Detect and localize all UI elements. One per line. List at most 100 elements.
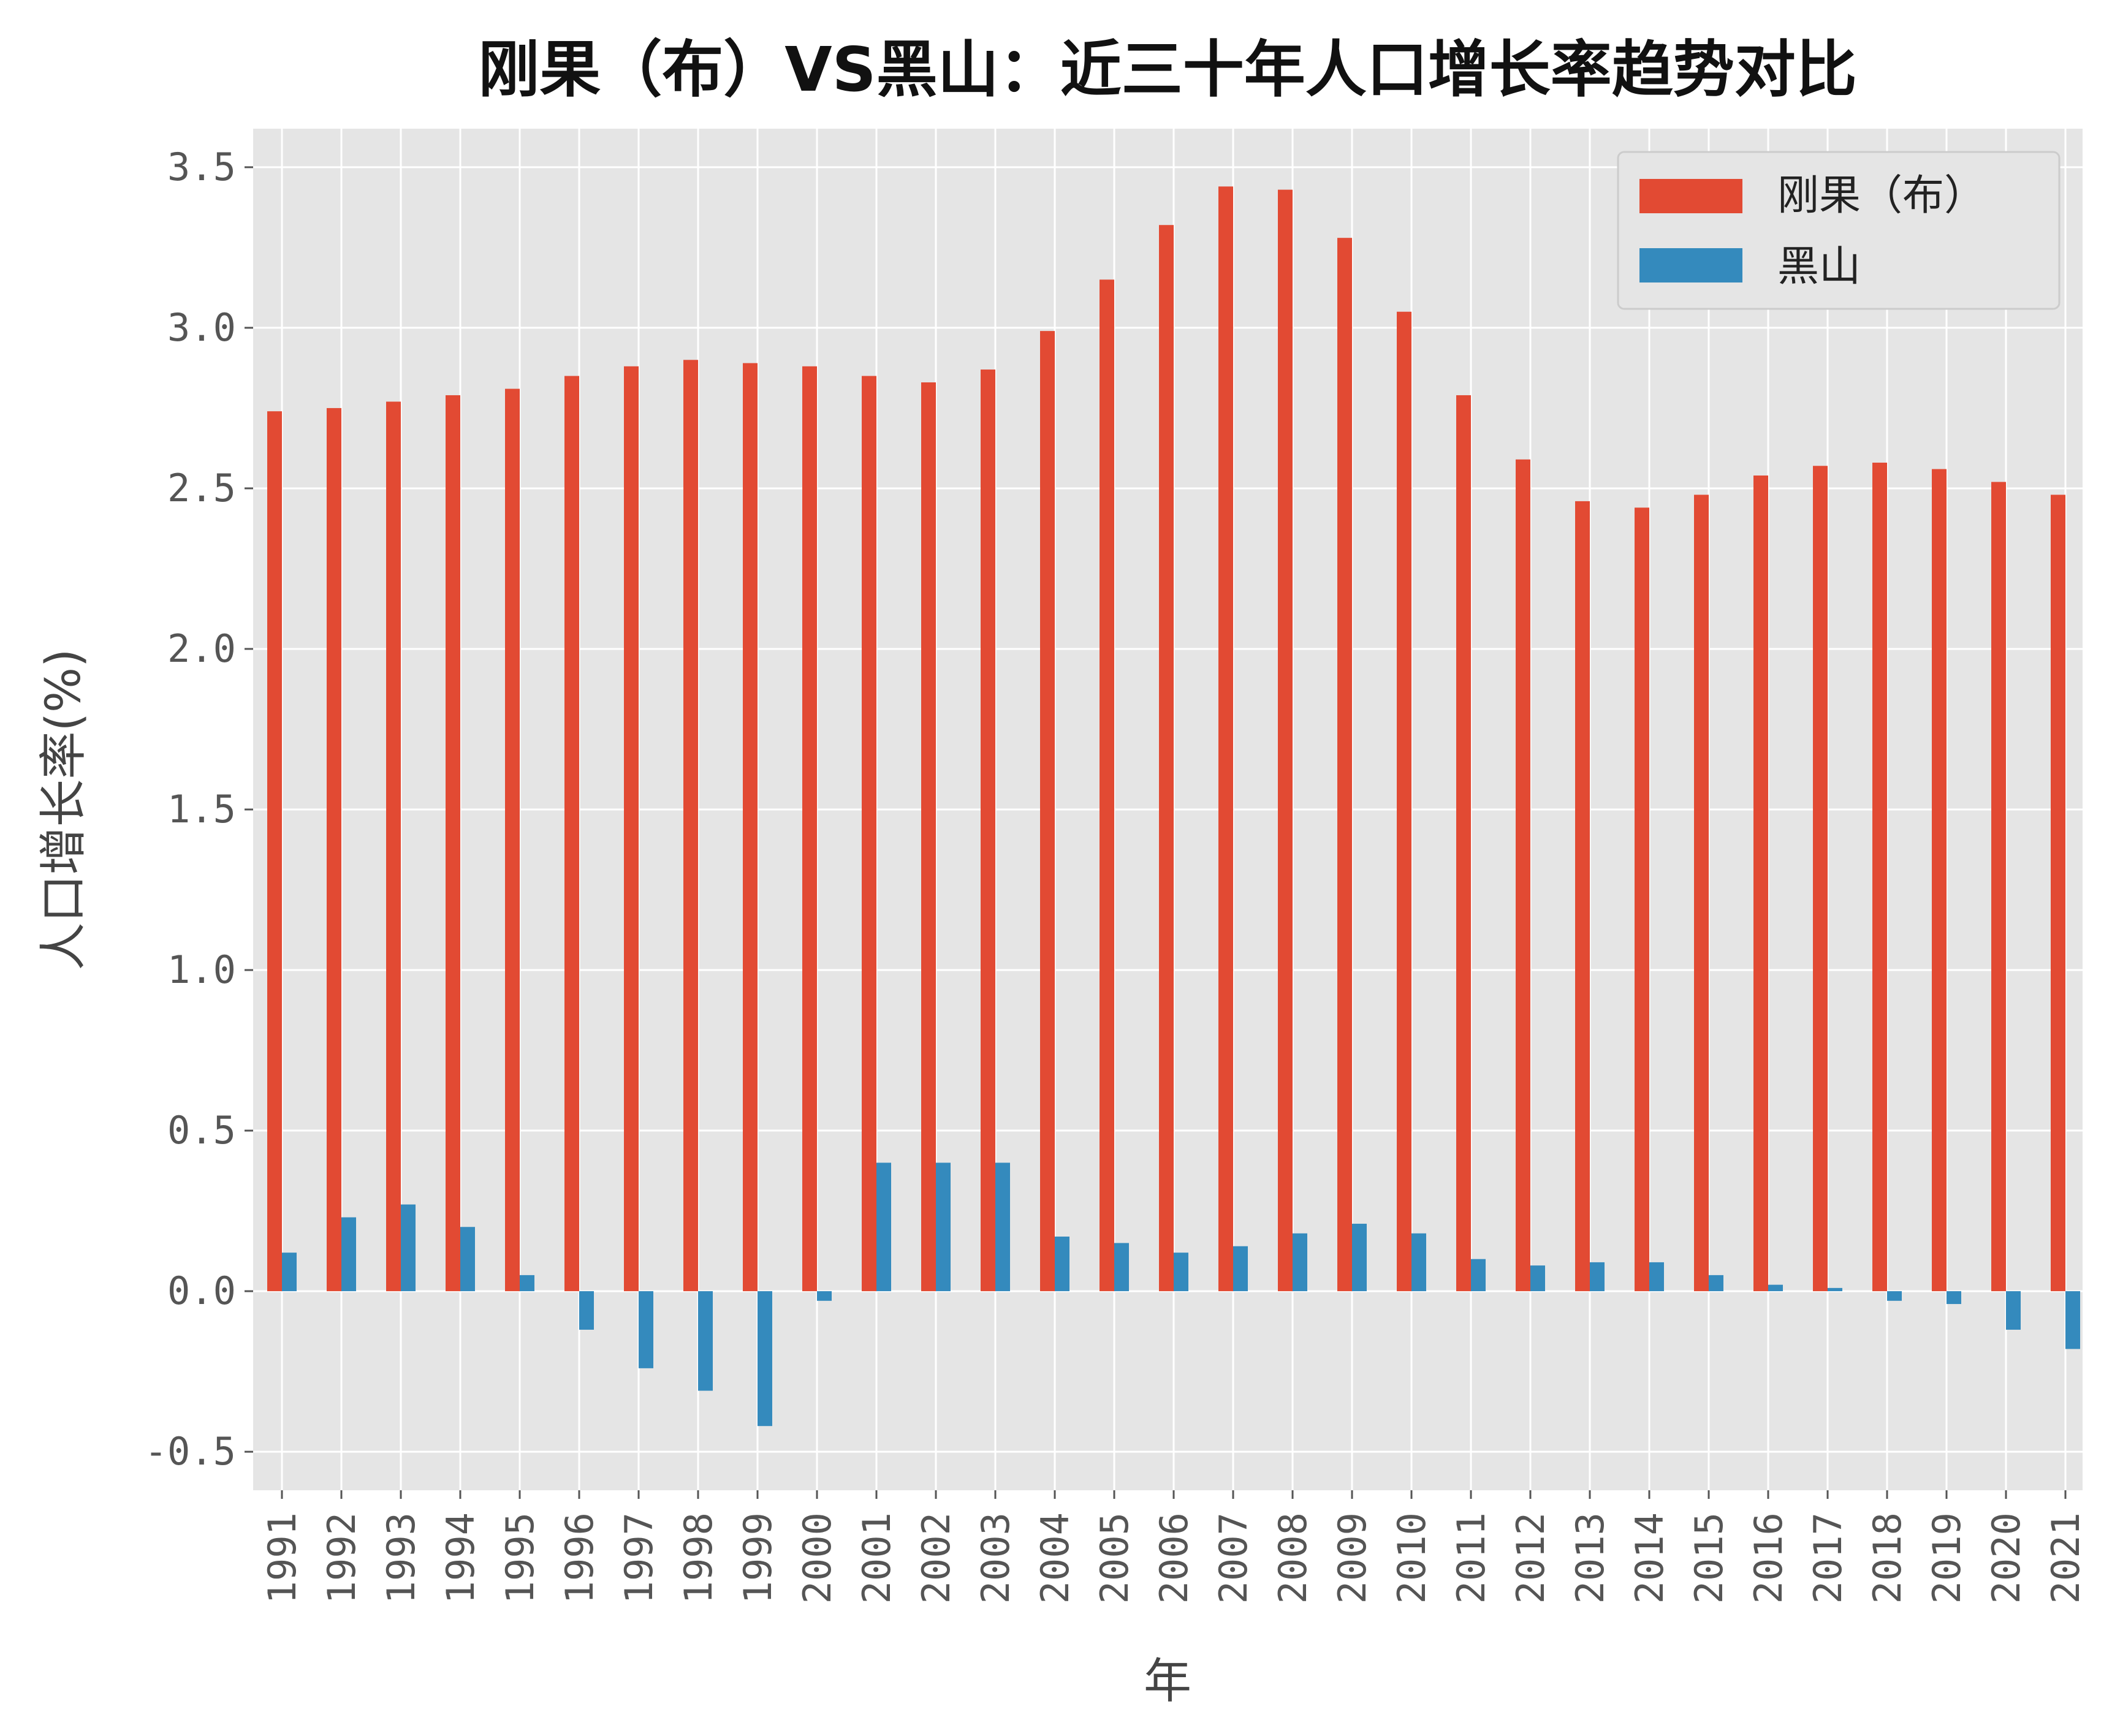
x-tick-label: 1994 (438, 1512, 483, 1604)
bar-montenegro-2005 (1114, 1243, 1129, 1292)
bar-congo-2005 (1100, 279, 1114, 1292)
bar-congo-2012 (1516, 459, 1530, 1292)
bar-congo-2001 (862, 376, 876, 1292)
bar-congo-2002 (921, 382, 936, 1292)
x-tick-label: 2007 (1211, 1512, 1256, 1604)
y-tick-label: -0.5 (145, 1429, 236, 1474)
bar-montenegro-2002 (936, 1162, 951, 1292)
x-tick-label: 2010 (1389, 1512, 1434, 1604)
bar-congo-2008 (1278, 189, 1293, 1292)
y-tick-label: 1.0 (167, 947, 236, 992)
bar-montenegro-2019 (1947, 1291, 1961, 1305)
chart-title: 刚果（布）VS黑山：近三十年人口增长率趋势对比 (478, 34, 1856, 105)
legend-swatch-montenegro (1639, 248, 1742, 282)
bar-congo-2020 (1991, 482, 2006, 1292)
x-tick-label: 2015 (1687, 1512, 1731, 1604)
bar-montenegro-1995 (520, 1275, 534, 1292)
bar-montenegro-2001 (876, 1162, 891, 1292)
y-tick-label: 0.0 (167, 1268, 236, 1313)
bar-montenegro-2014 (1649, 1262, 1664, 1292)
bar-montenegro-2017 (1828, 1287, 1842, 1292)
bar-montenegro-2000 (817, 1291, 832, 1301)
x-tick-label: 2013 (1568, 1512, 1612, 1604)
x-tick-label: 2020 (1984, 1512, 2029, 1604)
x-tick-label: 2019 (1924, 1512, 1969, 1604)
bar-congo-2003 (981, 370, 995, 1292)
bar-montenegro-2021 (2065, 1291, 2080, 1349)
bar-congo-2015 (1694, 495, 1709, 1292)
x-tick-label: 2004 (1033, 1512, 1077, 1604)
y-tick-label: 2.5 (167, 466, 236, 510)
bar-montenegro-1998 (698, 1291, 713, 1391)
x-tick-label: 1999 (735, 1512, 780, 1604)
y-tick-label: 3.0 (167, 305, 236, 350)
bar-congo-2019 (1932, 469, 1947, 1292)
x-tick-label: 2017 (1806, 1512, 1850, 1604)
x-tick-label: 2016 (1746, 1512, 1791, 1604)
bar-congo-2021 (2051, 495, 2065, 1292)
y-tick-label: 3.5 (167, 145, 236, 189)
bar-congo-1996 (564, 376, 579, 1292)
y-tick-label: 1.5 (167, 787, 236, 832)
bar-montenegro-2004 (1055, 1236, 1069, 1292)
bar-montenegro-2012 (1530, 1265, 1545, 1292)
x-tick-label: 2018 (1865, 1512, 1910, 1604)
bar-montenegro-2015 (1709, 1275, 1723, 1292)
bar-montenegro-2020 (2006, 1291, 2021, 1330)
x-tick-label: 2012 (1508, 1512, 1553, 1604)
bar-congo-2011 (1456, 395, 1471, 1292)
bar-congo-1994 (446, 395, 460, 1292)
legend: 刚果（布） 黑山 (1617, 151, 2061, 310)
bar-congo-1997 (624, 366, 639, 1292)
x-tick-label: 2008 (1271, 1512, 1315, 1604)
x-tick-label: 2006 (1152, 1512, 1196, 1604)
bar-congo-2017 (1813, 466, 1828, 1292)
bar-montenegro-2016 (1768, 1284, 1783, 1292)
bar-montenegro-1996 (579, 1291, 594, 1330)
y-tick-label: 2.0 (167, 626, 236, 671)
x-tick-label: 1995 (498, 1512, 542, 1604)
bar-montenegro-1991 (282, 1253, 297, 1292)
x-tick-label: 2001 (854, 1512, 899, 1604)
bar-congo-1991 (267, 411, 282, 1292)
bar-congo-1992 (327, 407, 341, 1292)
bar-montenegro-1992 (341, 1217, 356, 1292)
bar-congo-1995 (505, 389, 520, 1292)
bar-congo-2004 (1040, 331, 1055, 1292)
bar-montenegro-2009 (1352, 1224, 1367, 1292)
ticks: -0.5 0.0 0.5 1.0 1.5 2.0 2.5 3.0 3.5 1991 1992 1993… (145, 145, 2088, 1604)
bar-montenegro-2018 (1887, 1291, 1902, 1301)
bar-congo-2007 (1218, 186, 1233, 1292)
bar-congo-2016 (1753, 475, 1768, 1292)
x-tick-label: 1991 (260, 1512, 305, 1604)
bar-montenegro-2007 (1233, 1246, 1248, 1292)
bar-montenegro-2006 (1174, 1253, 1188, 1292)
bar-montenegro-1994 (460, 1227, 475, 1292)
x-axis-title: 年 (1144, 1654, 1191, 1709)
bar-montenegro-1993 (401, 1204, 416, 1292)
x-tick-label: 1992 (319, 1512, 364, 1604)
x-tick-label: 2021 (2043, 1512, 2088, 1604)
bar-congo-2018 (1872, 463, 1887, 1292)
bar-congo-2014 (1635, 507, 1649, 1292)
y-axis-title: 人口增长率(%) (36, 649, 91, 971)
bar-congo-2010 (1397, 311, 1411, 1292)
bar-congo-2013 (1575, 501, 1590, 1292)
bar-montenegro-1999 (758, 1291, 772, 1427)
bar-montenegro-1997 (639, 1291, 653, 1368)
bar-montenegro-2010 (1411, 1233, 1426, 1292)
bar-congo-1999 (743, 363, 758, 1292)
x-tick-label: 1998 (676, 1512, 721, 1604)
x-tick-label: 2003 (973, 1512, 1018, 1604)
legend-label-montenegro: 黑山 (1777, 243, 1861, 291)
bar-montenegro-2011 (1471, 1259, 1486, 1292)
x-tick-label: 1997 (617, 1512, 661, 1604)
x-tick-label: 2005 (1092, 1512, 1137, 1604)
bar-congo-2000 (802, 366, 817, 1292)
x-tick-label: 2002 (914, 1512, 959, 1604)
bar-congo-2006 (1159, 225, 1174, 1292)
x-tick-label: 2009 (1330, 1512, 1375, 1604)
y-tick-label: 0.5 (167, 1108, 236, 1153)
bar-montenegro-2013 (1590, 1262, 1605, 1292)
